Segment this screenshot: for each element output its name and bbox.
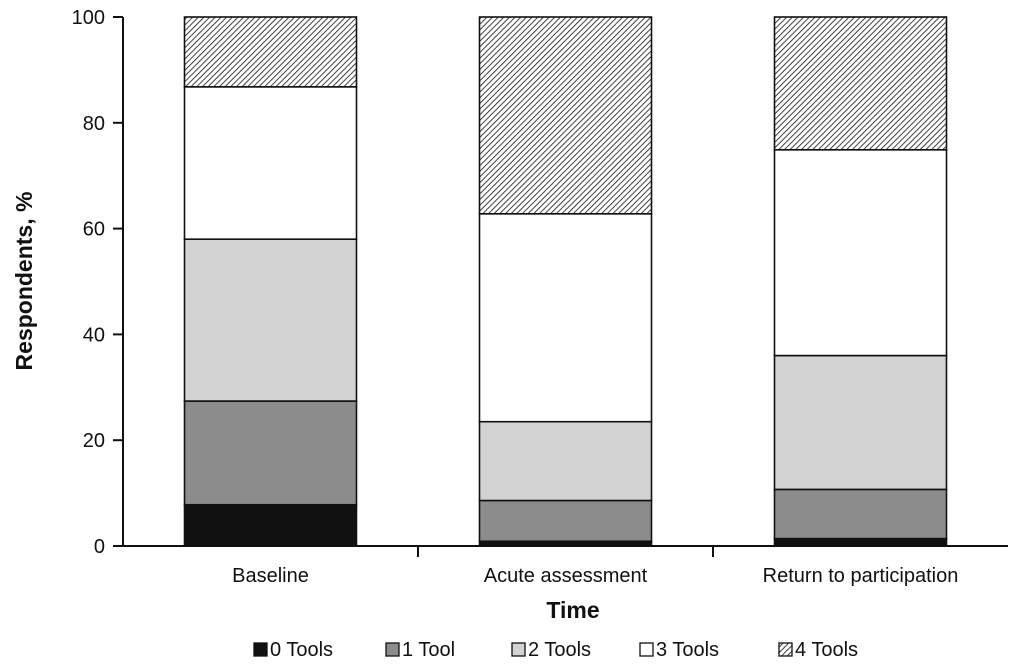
y-tick-label: 40 [83, 324, 105, 346]
bar-segment-2-tools-baseline [183, 238, 358, 402]
y-tick-label: 0 [94, 536, 105, 558]
y-tick-label: 100 [72, 7, 105, 29]
bar-segment-1-tool-baseline [183, 400, 358, 506]
bar-segment-2-tools-return-to-participation [773, 354, 948, 491]
y-tick-label: 80 [83, 113, 105, 135]
legend-item-2-tools: 2 Tools [511, 639, 591, 661]
bar-segment-0-tools-baseline [183, 503, 358, 547]
bar-segment-4-tools-baseline [183, 16, 358, 88]
x-axis-title: Time [546, 597, 599, 623]
legend-item-0-tools: 0 Tools [253, 639, 333, 661]
legend-swatch [639, 642, 654, 657]
legend-item-3-tools: 3 Tools [639, 639, 719, 661]
legend-item-4-tools: 4 Tools [778, 639, 858, 661]
x-tick-label: Baseline [232, 565, 309, 587]
bar-segment-2-tools-acute-assessment [478, 420, 653, 502]
y-axis-title: Respondents, % [11, 192, 37, 371]
bar-segment-4-tools-return-to-participation [773, 16, 948, 151]
y-tick-label: 60 [83, 219, 105, 241]
bar-segment-4-tools-acute-assessment [478, 16, 653, 215]
legend-item-1-tool: 1 Tool [385, 639, 455, 661]
bar-segment-3-tools-baseline [183, 86, 358, 240]
legend-label: 2 Tools [528, 639, 591, 661]
legend-label: 0 Tools [270, 639, 333, 661]
legend-swatch [778, 642, 793, 657]
bar-segment-1-tool-acute-assessment [478, 499, 653, 543]
x-tick-label: Return to participation [763, 565, 959, 587]
bar-segment-3-tools-acute-assessment [478, 212, 653, 423]
legend-swatch [511, 642, 526, 657]
bar-segment-1-tool-return-to-participation [773, 488, 948, 540]
axes-layer: Baseline Acute assessment Return to partic… [72, 7, 1008, 587]
legend-swatch [385, 642, 400, 657]
y-tick-label: 20 [83, 430, 105, 452]
bar-segment-0-tools-return-to-participation [773, 537, 948, 547]
bars-layer [183, 16, 948, 547]
legend-label: 1 Tool [402, 639, 455, 661]
legend-swatch [253, 642, 268, 657]
legend: 0 Tools 1 Tool 2 Tools 3 Tools 4 Tools [253, 639, 858, 661]
legend-label: 3 Tools [656, 639, 719, 661]
x-tick-label: Acute assessment [484, 565, 648, 587]
bar-segment-3-tools-return-to-participation [773, 148, 948, 357]
legend-label: 4 Tools [795, 639, 858, 661]
